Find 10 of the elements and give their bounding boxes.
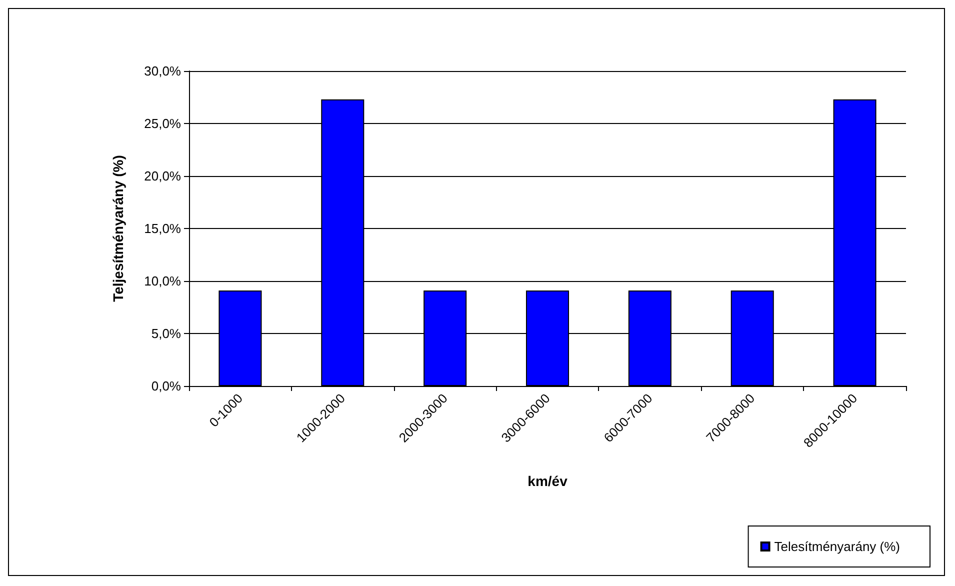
y-tick-label: 25,0% [144, 116, 182, 131]
legend-label: Telesítményarány (%) [774, 539, 900, 554]
y-tick-label: 0,0% [151, 378, 182, 394]
x-axis-title: km/év [528, 473, 568, 489]
y-tick-label: 5,0% [151, 326, 182, 341]
y-tick-label: 20,0% [144, 168, 182, 184]
y-tick-label: 10,0% [144, 274, 182, 288]
y-tick-label: 15,0% [144, 221, 182, 236]
y-tick-label: 30,0% [144, 64, 182, 78]
y-axis-title: Teljesítményarány (%) [110, 155, 126, 302]
